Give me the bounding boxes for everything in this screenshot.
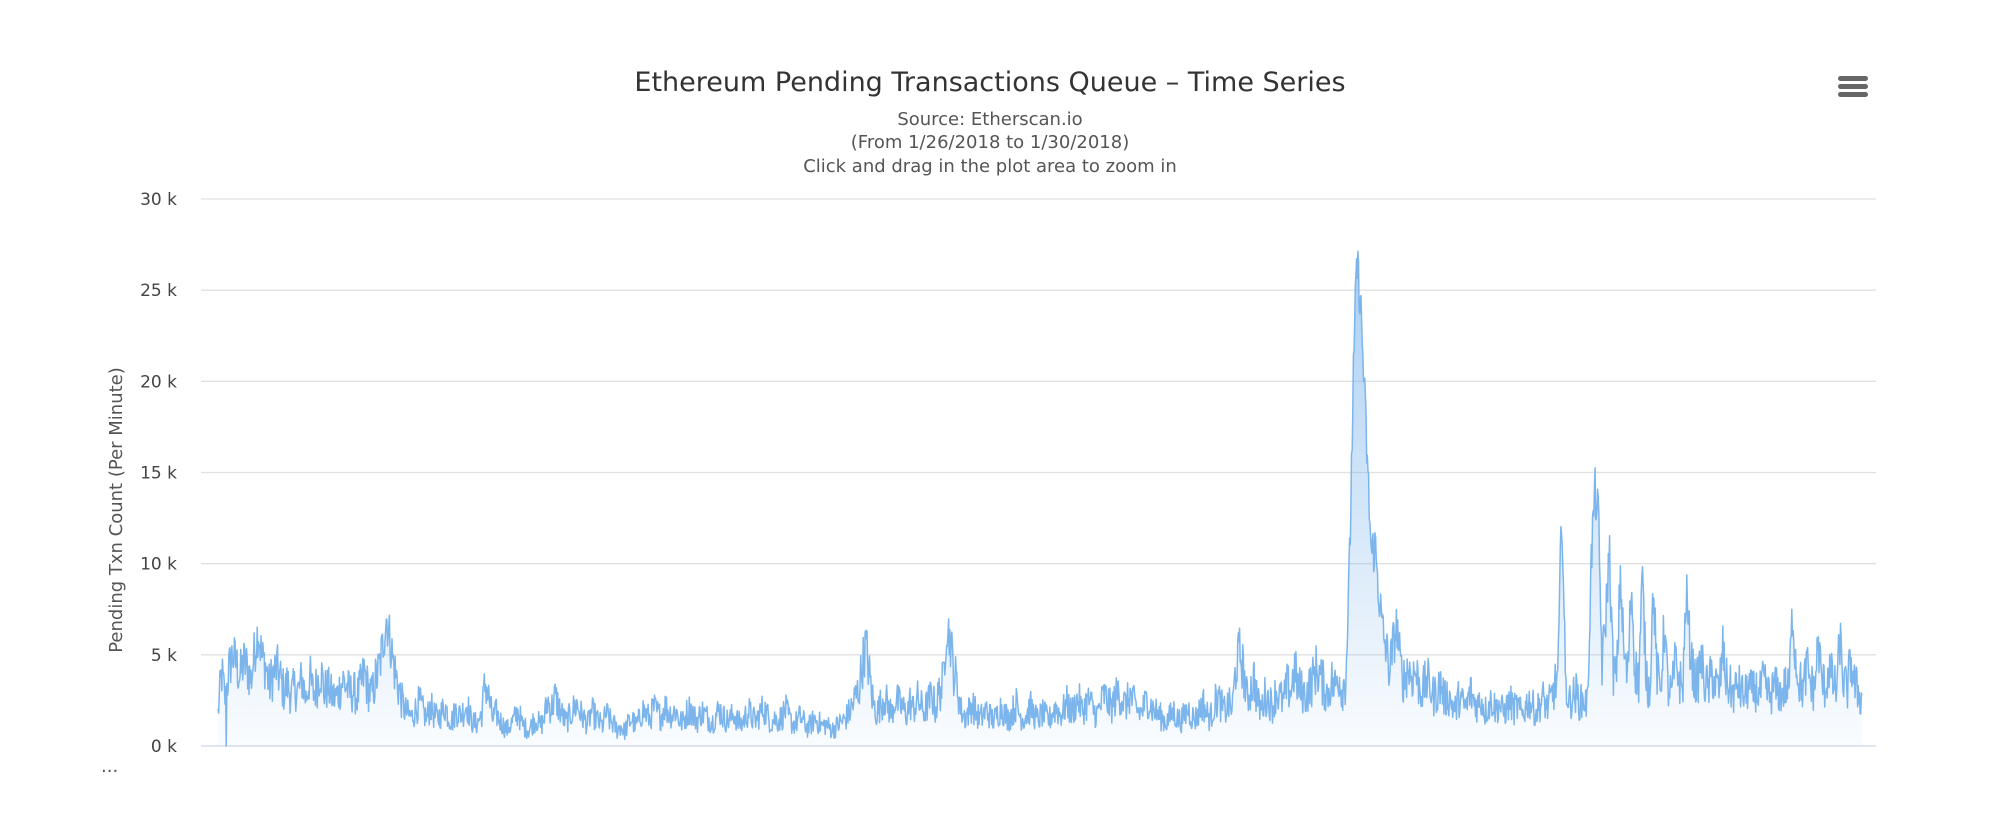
chart-subtitle-source: Source: Etherscan.io xyxy=(897,109,1083,130)
y-tick-label: 20 k xyxy=(140,372,177,392)
y-tick-label: 5 k xyxy=(151,646,177,666)
y-axis-labels: 0 k 5 k 10 k 15 k 20 k 25 k 30 k xyxy=(140,190,177,757)
chart-subtitle-zoom-hint: Click and drag in the plot area to zoom … xyxy=(803,156,1177,177)
y-tick-label: 15 k xyxy=(140,464,177,484)
y-tick-label: 0 k xyxy=(151,737,177,757)
more-ellipsis: ... xyxy=(101,756,119,777)
y-tick-label: 30 k xyxy=(140,190,177,210)
hamburger-menu-icon[interactable] xyxy=(1838,76,1868,102)
series-line xyxy=(217,250,1863,747)
series-area xyxy=(217,250,1863,747)
y-tick-label: 25 k xyxy=(140,281,177,301)
chart-subtitle-date-range: (From 1/26/2018 to 1/30/2018) xyxy=(850,132,1130,153)
chart-title: Ethereum Pending Transactions Queue – Ti… xyxy=(634,67,1346,98)
y-tick-label: 10 k xyxy=(140,555,177,575)
